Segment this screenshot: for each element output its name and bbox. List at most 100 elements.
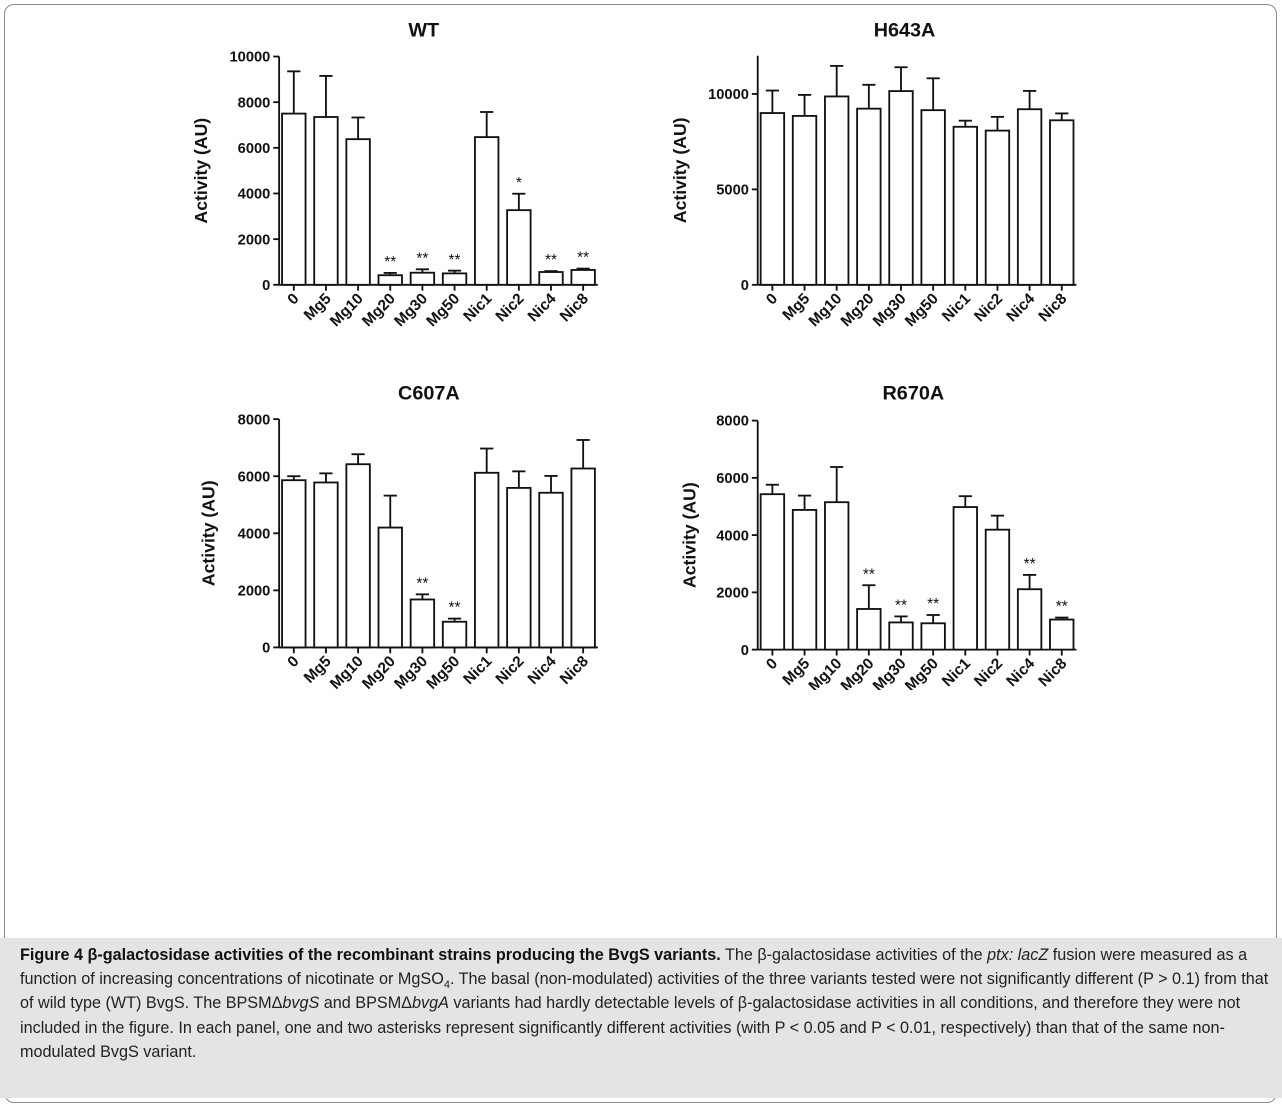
bar [1016,108,1043,286]
x-tick-label: 0 [284,290,302,308]
x-tick-label: Mg20 [359,653,399,690]
y-axis-label: Activity (AU) [199,480,219,586]
x-tick-label: Nic4 [525,653,560,688]
y-tick-label: 4000 [238,526,271,542]
y-tick-label: 0 [741,278,749,294]
bar [474,136,500,286]
figure-caption: Figure 4 β-galactosidase activities of t… [20,943,1270,1064]
x-tick-label: Mg50 [902,655,942,690]
x-tick-label: Nic2 [971,655,1006,690]
bar [441,620,468,649]
bar [281,479,307,649]
caption-bvgs: bvgS [282,994,320,1013]
caption-bvga: bvgA [412,994,449,1013]
bar [856,608,882,651]
caption-text-2: fusion were measured as a function of in… [20,946,1248,989]
caption-text-1: The β-galactosidase activities of the [720,946,988,964]
x-tick-label: Nic1 [460,653,495,688]
bar [377,526,403,649]
y-tick-label: 8000 [716,414,749,430]
significance-marker: ** [449,252,461,269]
x-tick-label: Nic8 [557,653,592,688]
x-tick-label: Nic4 [525,290,560,325]
significance-marker: * [516,175,522,192]
significance-marker: ** [895,598,907,615]
y-tick-label: 2000 [238,583,271,599]
bar [791,509,818,651]
x-tick-label: Mg30 [391,653,431,690]
bar [506,209,532,286]
y-tick-label: 0 [262,641,270,657]
bar [570,467,596,649]
caption-title: β-galactosidase activities of the recomb… [87,946,721,964]
y-tick-label: 8000 [238,412,271,428]
x-tick-label: 0 [763,655,781,673]
bar [409,598,436,649]
x-tick-label: 0 [763,290,781,308]
bar [952,506,978,651]
y-tick-label: 5000 [716,183,749,199]
y-tick-label: 6000 [238,469,271,485]
y-axis-label: Activity (AU) [191,118,211,224]
significance-marker: ** [416,575,428,592]
chart-title: C607A [398,382,460,404]
y-tick-label: 4000 [238,187,271,203]
x-tick-label: Nic2 [493,290,528,325]
bar [538,491,564,649]
charts-canvas: WT Activity (AU) 0 2000 4000 6000 8000 10000 0 Mg… [191,20,1077,690]
y-tick-label: 0 [262,278,270,294]
bar [1049,618,1075,651]
chart-title: R670A [883,382,945,404]
y-tick-label: 10000 [708,87,749,103]
bar [952,125,978,286]
significance-marker: ** [927,596,939,613]
y-tick-label: 2000 [716,586,749,602]
bar [791,114,818,286]
bar [409,271,436,286]
bar [824,501,850,651]
x-tick-label: Mg10 [327,653,367,690]
x-tick-label: Nic2 [971,290,1006,325]
y-axis-label: Activity (AU) [679,482,699,588]
x-tick-label: 0 [284,653,302,671]
bar [888,621,914,651]
x-tick-label: Nic1 [939,290,974,325]
bar [920,109,946,286]
y-tick-label: 10000 [229,50,270,66]
x-tick-label: Nic8 [1035,655,1070,690]
bar [856,107,882,286]
caption-text-4: and BPSMΔ [319,994,412,1013]
x-tick-label: Mg50 [423,653,463,690]
x-tick-label: Nic2 [493,653,528,688]
chart-panel-1: WT Activity (AU) 0 2000 4000 6000 8000 10000 0 Mg… [191,20,598,330]
x-tick-label: Mg20 [359,290,399,330]
significance-marker: ** [416,250,428,267]
bar [1016,588,1043,651]
y-tick-label: 6000 [716,471,749,487]
bar [345,463,371,649]
bar [474,471,500,649]
bar [824,95,850,286]
x-tick-label: Mg20 [838,290,878,330]
chart-title: WT [408,20,439,42]
significance-marker: ** [863,566,875,583]
bar [984,129,1011,286]
x-tick-label: Nic8 [1035,290,1070,325]
significance-marker: ** [1056,599,1068,616]
bar [313,116,339,286]
x-tick-label: Nic8 [557,290,592,325]
caption-text-5: variants had hardly detectable levels of… [20,994,1241,1061]
y-tick-label: 6000 [238,141,271,157]
bar [888,90,914,286]
bar [281,112,307,286]
bar [570,269,596,286]
bar [984,528,1011,651]
y-tick-label: 2000 [238,232,271,248]
significance-marker: ** [384,254,396,271]
y-tick-label: 4000 [716,528,749,544]
bar [377,274,403,286]
bar [441,272,468,286]
y-axis-label: Activity (AU) [670,117,690,223]
